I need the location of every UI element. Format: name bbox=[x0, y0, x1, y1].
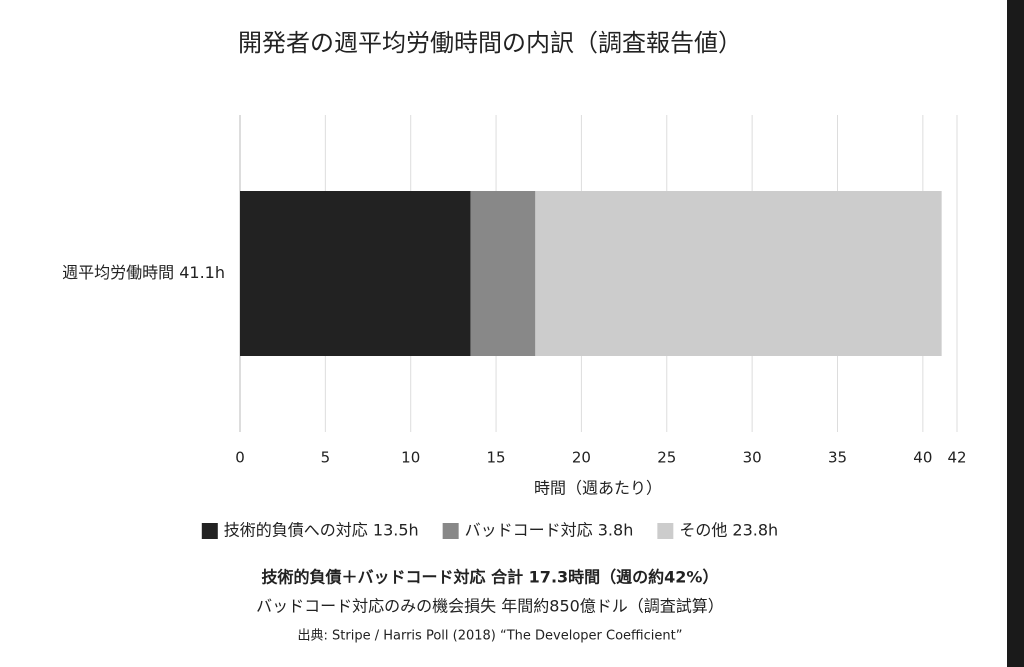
y-tick-label: 週平均労働時間 41.1h bbox=[62, 263, 225, 282]
legend-swatch bbox=[442, 523, 459, 539]
x-tick-label: 10 bbox=[401, 449, 420, 467]
legend-swatch bbox=[201, 523, 218, 539]
legend-label: 技術的負債への対応 13.5h bbox=[224, 521, 419, 540]
annotation: 出典: Stripe / Harris Poll (2018) “The Dev… bbox=[298, 629, 683, 644]
x-tick-label: 35 bbox=[828, 449, 847, 467]
legend-label: バッドコード対応 3.8h bbox=[465, 521, 634, 540]
x-axis-label: 時間（週あたり） bbox=[534, 479, 662, 498]
legend-label: その他 23.8h bbox=[679, 521, 778, 540]
scrollbar-edge bbox=[1007, 0, 1024, 667]
x-tick-label: 0 bbox=[235, 449, 245, 467]
x-tick-label: 15 bbox=[487, 449, 506, 467]
x-tick-label: 42 bbox=[947, 449, 966, 467]
bar-segment bbox=[240, 191, 471, 356]
x-tick-label: 25 bbox=[657, 449, 676, 467]
annotation: バッドコード対応のみの機会損失 年間約850億ドル（調査試算） bbox=[256, 597, 724, 616]
bar-segment bbox=[470, 191, 536, 356]
x-tick-label: 5 bbox=[321, 449, 331, 467]
legend-swatch bbox=[657, 523, 674, 539]
bar-segment bbox=[535, 191, 942, 356]
x-tick-label: 20 bbox=[572, 449, 591, 467]
x-tick-label: 40 bbox=[913, 449, 932, 467]
annotation: 技術的負債＋バッドコード対応 合計 17.3時間（週の約42%） bbox=[262, 568, 719, 587]
chart-title: 開発者の週平均労働時間の内訳（調査報告値） bbox=[238, 29, 742, 57]
x-tick-label: 30 bbox=[743, 449, 762, 467]
